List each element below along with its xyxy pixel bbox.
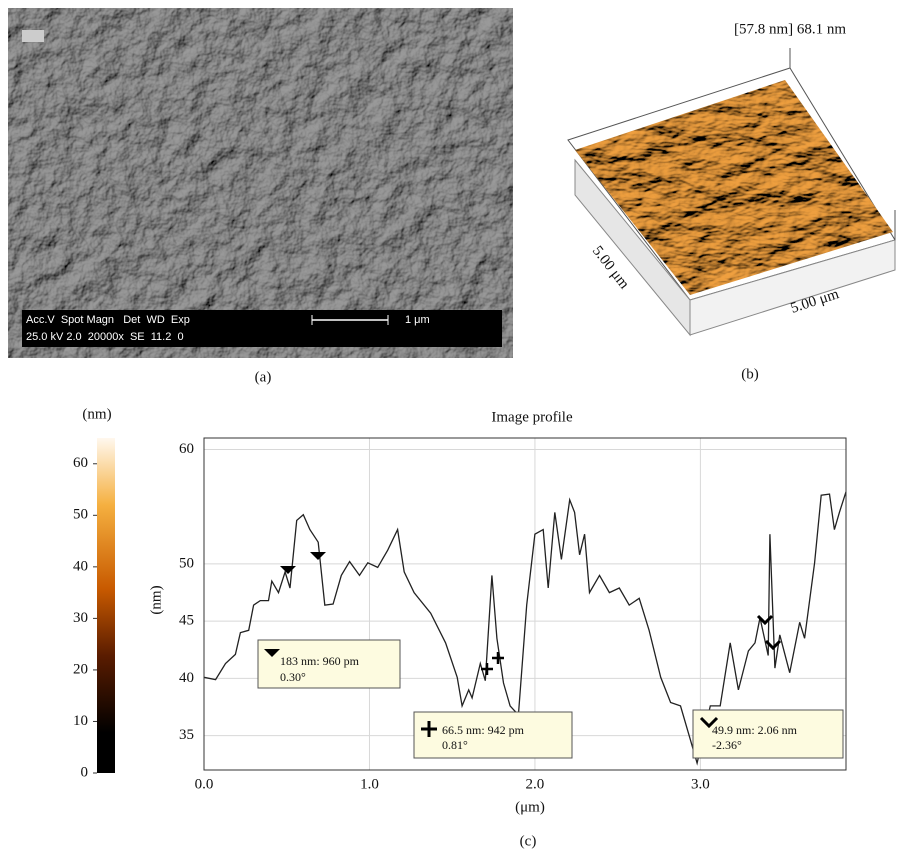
colorbar-tick-label: 30: [73, 610, 88, 626]
colorbar-tick-label: 20: [73, 661, 88, 677]
x-tick-label: 3.0: [691, 776, 710, 792]
y-tick-label: 45: [179, 613, 194, 629]
y-tick-label: 40: [179, 670, 194, 686]
y-axis-label: (nm): [148, 585, 164, 614]
x-tick-label: 2.0: [526, 776, 545, 792]
figure: Acc.V Spot Magn Det WD Exp 25.0 kV 2.0 2…: [0, 0, 899, 852]
colorbar-tick-label: 60: [73, 455, 88, 471]
colorbar-tick-label: 10: [73, 713, 88, 729]
colorbar-tick-label: 40: [73, 558, 88, 574]
scale-label: 1 μm: [405, 314, 430, 326]
sem-image: [8, 8, 513, 358]
colorbar-tick-label: 0: [81, 764, 89, 780]
chart-title: Image profile: [491, 409, 573, 425]
caption: (c): [520, 833, 537, 849]
colorbar-label: (nm): [82, 406, 111, 422]
sem-marker: [22, 30, 44, 42]
y-tick-label: 50: [179, 555, 194, 571]
annotation-text: 183 nm: 960 pm: [280, 654, 360, 668]
cursor-marker: [280, 566, 296, 574]
annotation-text: 49.9 nm: 2.06 nm: [712, 723, 798, 737]
y-tick-label: 60: [179, 441, 194, 457]
sem-info-values: 25.0 kV 2.0 20000x SE 11.2 0: [26, 331, 184, 343]
sem-info-header: Acc.V Spot Magn Det WD Exp: [26, 314, 190, 326]
annotation-text: 66.5 nm: 942 pm: [442, 723, 525, 737]
annotation-text: 0.30°: [280, 670, 306, 684]
afm-height-label: [57.8 nm] 68.1 nm: [734, 21, 846, 37]
annotation-text: 0.81°: [442, 738, 468, 752]
y-tick-label: 35: [179, 727, 194, 743]
caption: (a): [255, 369, 272, 385]
caption: (b): [741, 366, 759, 382]
colorbar-tick-label: 50: [73, 507, 88, 523]
x-tick-label: 1.0: [360, 776, 379, 792]
x-axis-label: (μm): [515, 799, 545, 815]
cursor-marker: [310, 552, 326, 560]
annotation-text: -2.36°: [712, 738, 742, 752]
colorbar: [97, 438, 115, 773]
x-tick-label: 0.0: [195, 776, 214, 792]
